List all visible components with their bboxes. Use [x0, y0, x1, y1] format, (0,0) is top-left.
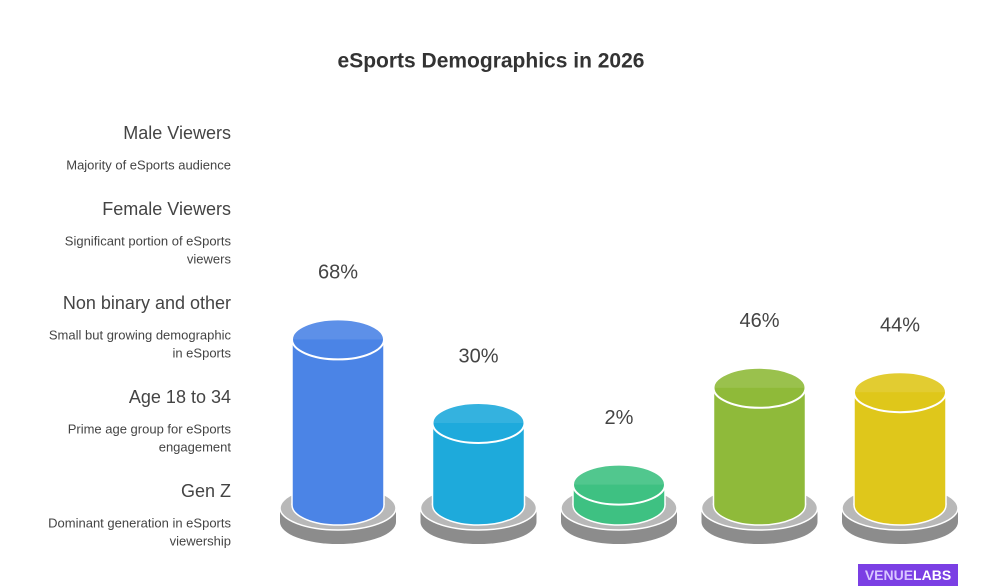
bar-top: [853, 371, 947, 414]
brand-badge: [858, 564, 958, 586]
bar-top: [712, 366, 807, 409]
value-label: 30%: [458, 345, 498, 367]
legend-description: in eSports: [172, 345, 231, 360]
bar: [292, 339, 384, 505]
legend-description: Small but growing demographic: [49, 327, 232, 342]
legend-description: engagement: [159, 439, 232, 454]
brand-part: VENUE: [865, 567, 913, 583]
bar-top: [291, 318, 385, 361]
legend-description: Majority of eSports audience: [66, 157, 231, 172]
legend-label: Gen Z: [181, 481, 231, 501]
value-label: 2%: [605, 407, 634, 429]
legend-description: Dominant generation in eSports: [48, 515, 231, 530]
chart-title: eSports Demographics in 2026: [338, 50, 645, 73]
bar-top: [431, 402, 526, 444]
brand: VENUELABS: [865, 567, 951, 583]
bar-top: [572, 463, 666, 506]
legend-description: viewers: [187, 251, 232, 266]
value-label: 68%: [318, 262, 358, 284]
legend-label: Male Viewers: [123, 123, 231, 143]
legend-label: Non binary and other: [63, 293, 231, 313]
value-label: 46%: [739, 310, 779, 332]
legend-description: Significant portion of eSports: [65, 233, 232, 248]
value-label: 44%: [880, 314, 920, 336]
legend-description: viewership: [170, 533, 231, 548]
brand-part: LABS: [913, 567, 951, 583]
legend-label: Age 18 to 34: [129, 387, 231, 407]
legend-description: Prime age group for eSports: [68, 421, 232, 436]
legend-label: Female Viewers: [102, 199, 231, 219]
